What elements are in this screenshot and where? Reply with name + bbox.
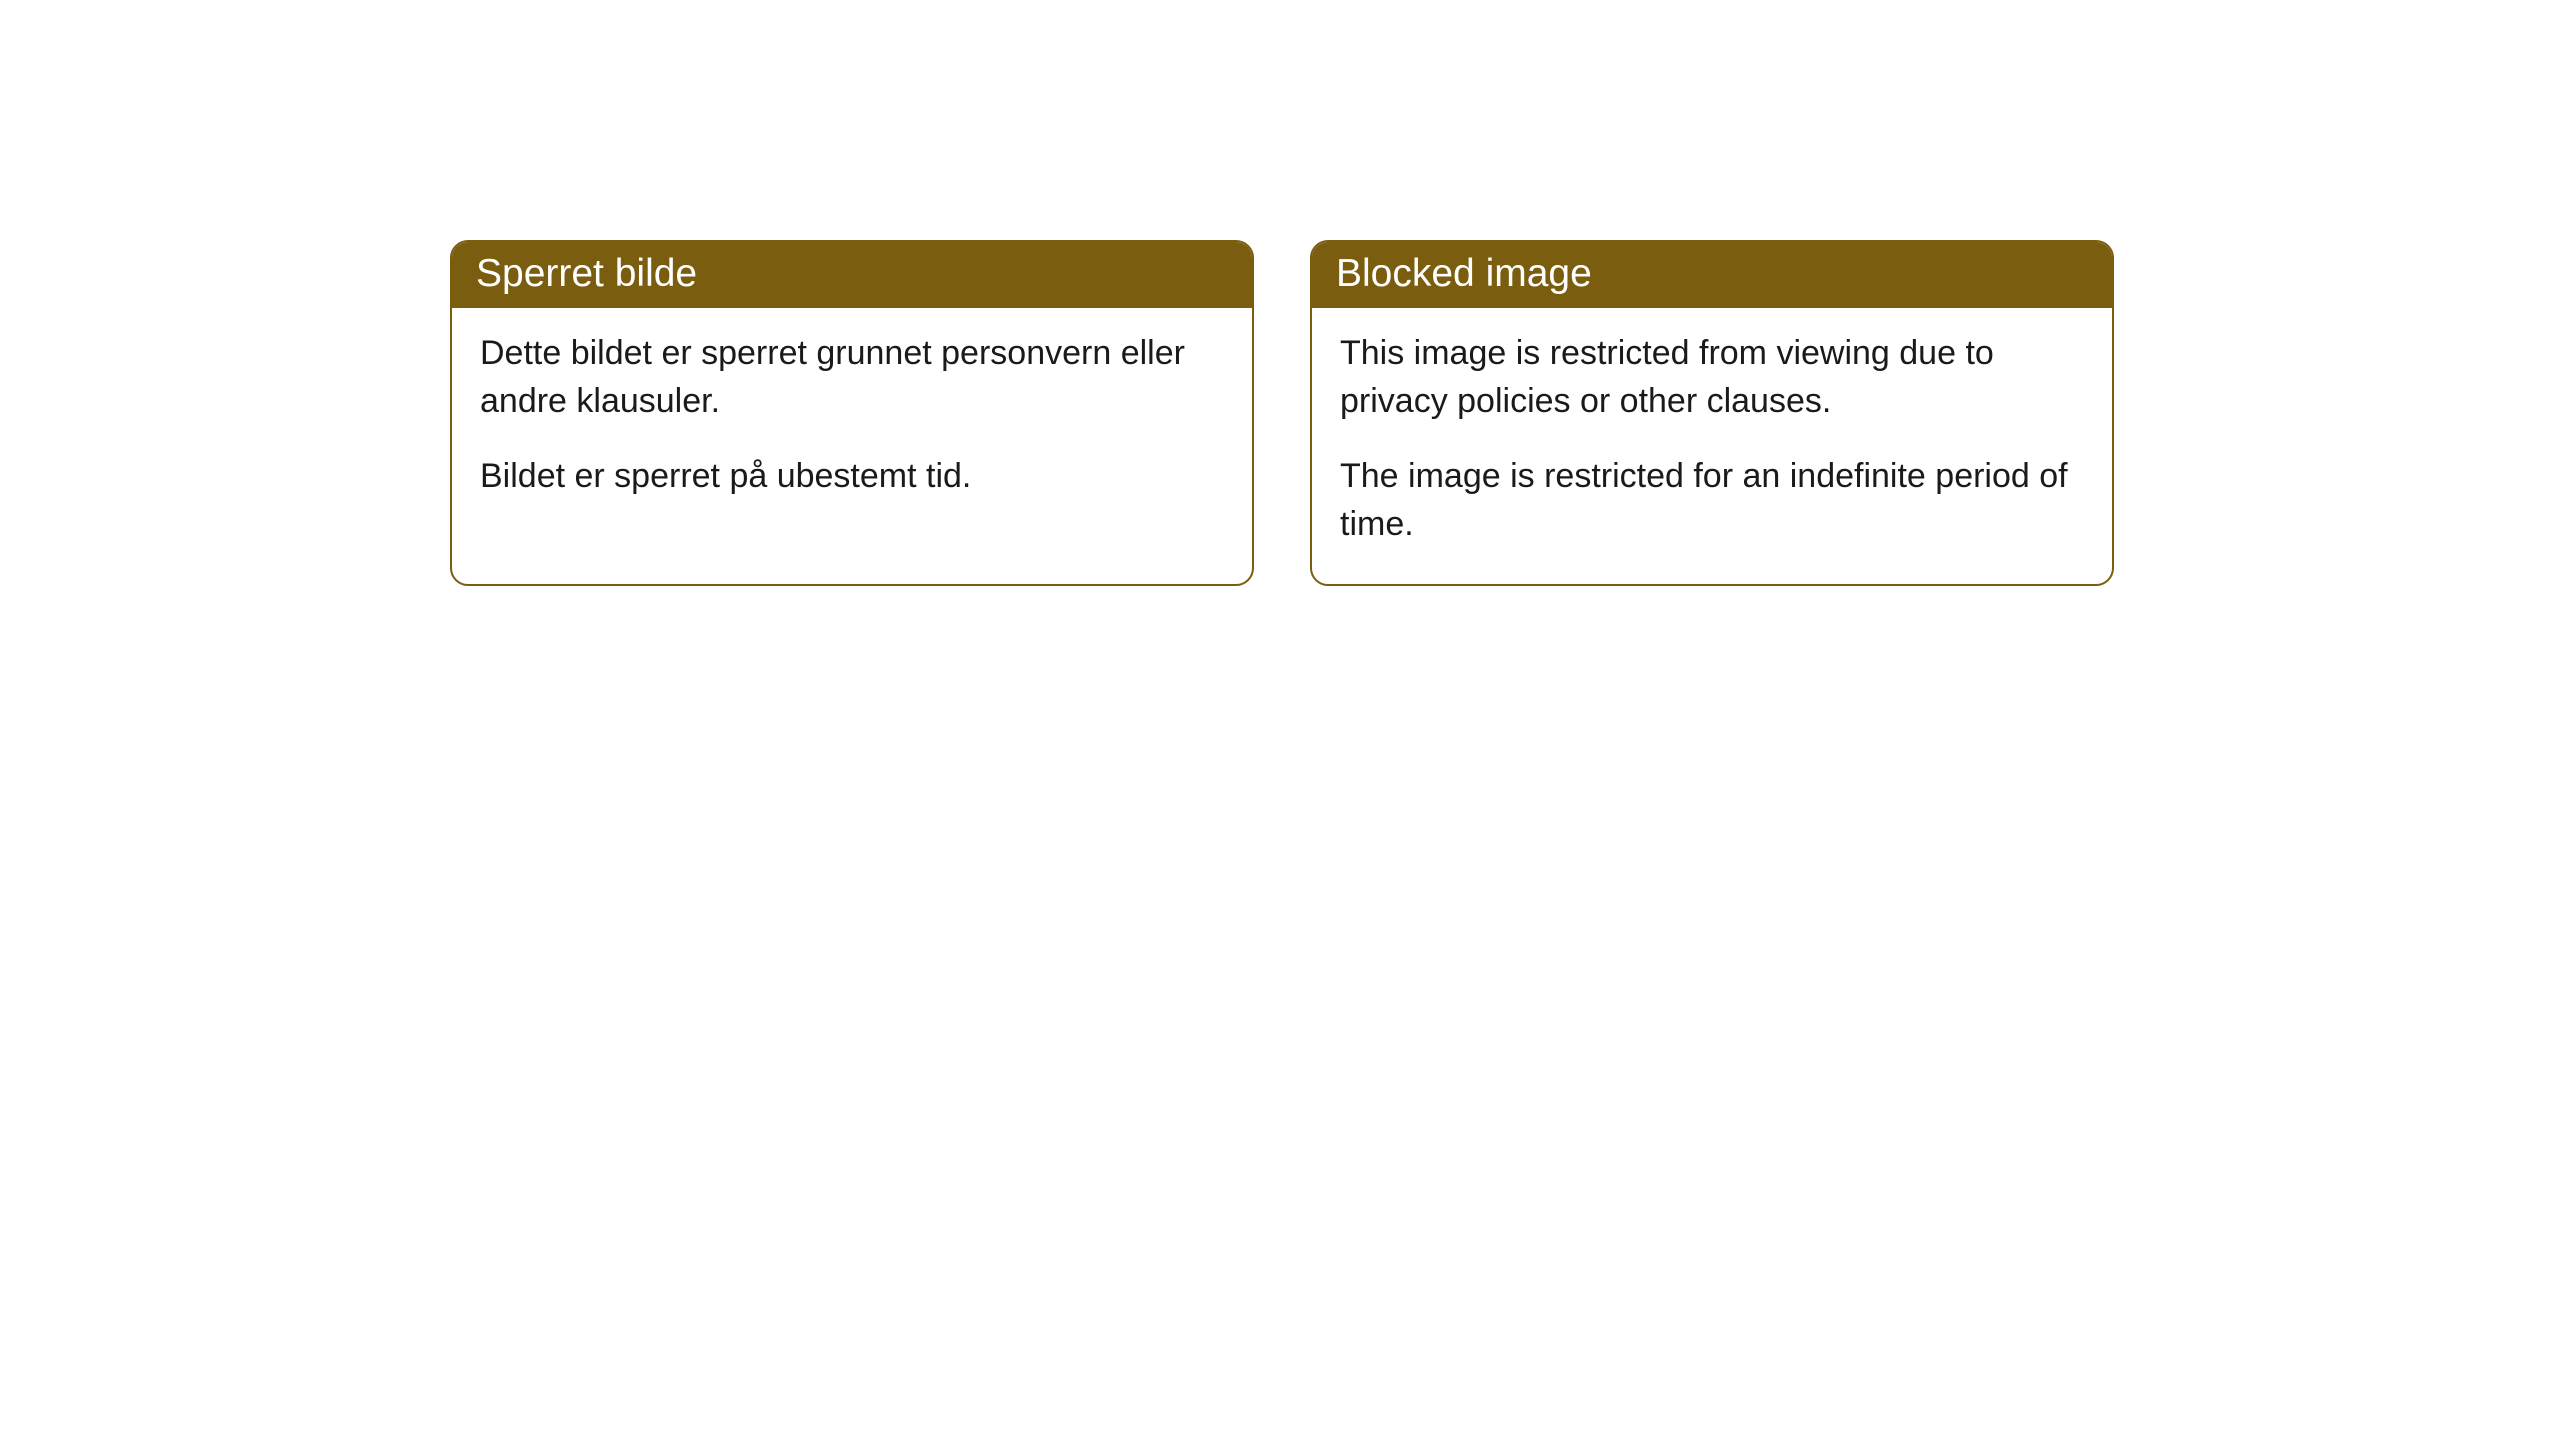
card-paragraph: The image is restricted for an indefinit… <box>1340 453 2084 548</box>
card-body: Dette bildet er sperret grunnet personve… <box>452 308 1252 537</box>
card-paragraph: Dette bildet er sperret grunnet personve… <box>480 330 1224 425</box>
card-header: Blocked image <box>1312 242 2112 308</box>
blocked-image-card-norwegian: Sperret bilde Dette bildet er sperret gr… <box>450 240 1254 586</box>
cards-container: Sperret bilde Dette bildet er sperret gr… <box>450 240 2114 586</box>
card-paragraph: This image is restricted from viewing du… <box>1340 330 2084 425</box>
card-header: Sperret bilde <box>452 242 1252 308</box>
card-paragraph: Bildet er sperret på ubestemt tid. <box>480 453 1224 501</box>
card-body: This image is restricted from viewing du… <box>1312 308 2112 584</box>
blocked-image-card-english: Blocked image This image is restricted f… <box>1310 240 2114 586</box>
